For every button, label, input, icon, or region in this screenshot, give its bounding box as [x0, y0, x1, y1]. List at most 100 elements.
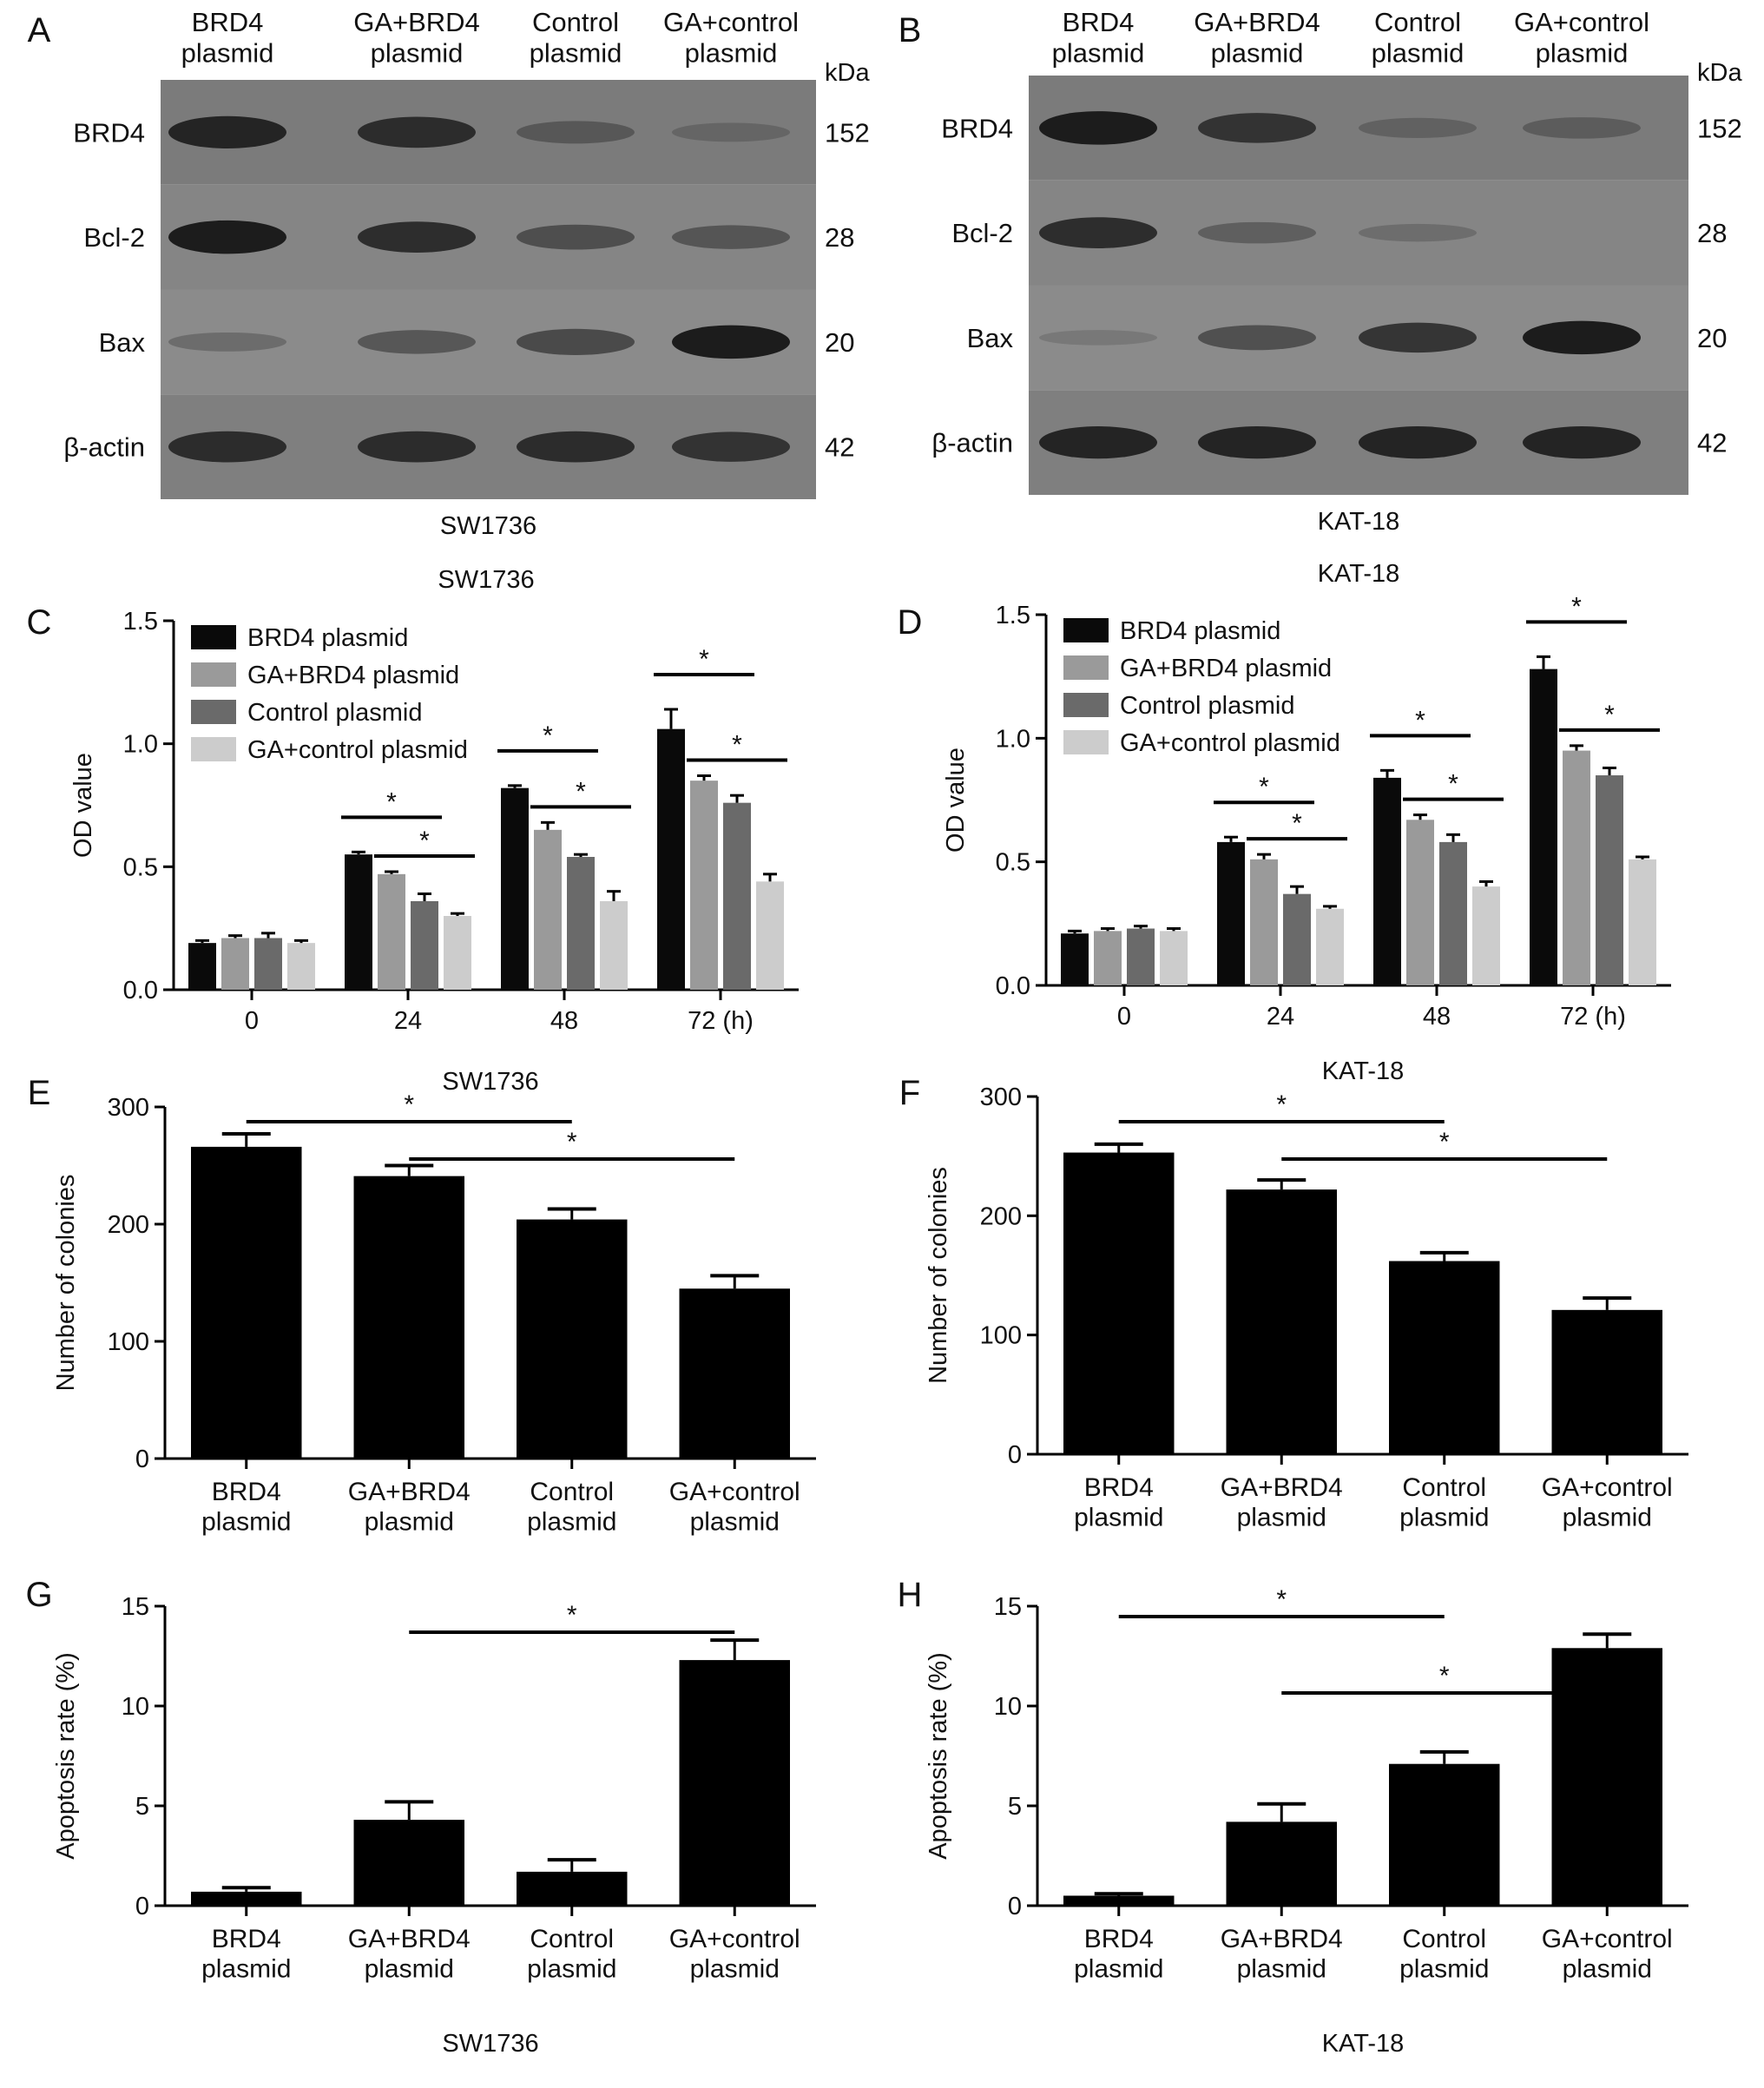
band — [168, 115, 286, 148]
significance-star: * — [567, 1128, 577, 1156]
y-axis-label: Number of colonies — [925, 1167, 952, 1384]
band — [1359, 426, 1477, 459]
bar — [1250, 859, 1278, 985]
bar — [1472, 886, 1500, 985]
protein-label: BRD4 — [941, 113, 1013, 143]
legend-label: GA+control plasmid — [1120, 729, 1340, 757]
chart-title: SW1736 — [442, 1068, 538, 1096]
x-tick-label: GA+control plasmid — [669, 1478, 800, 1537]
x-tick-label: GA+BRD4 plasmid — [348, 1925, 471, 1984]
x-tick-label-line: BRD4 — [212, 1925, 281, 1953]
significance-star: * — [404, 1090, 414, 1119]
significance-star: * — [699, 645, 709, 674]
kda-label: 152 — [1697, 113, 1742, 143]
bar — [1226, 1821, 1337, 1906]
blot-caption: SW1736 — [440, 512, 536, 540]
x-tick-label: GA+control plasmid — [1542, 1925, 1673, 1984]
x-tick-label-line: plasmid — [1563, 1955, 1652, 1984]
protein-label: β-actin — [63, 432, 145, 463]
bar — [1530, 669, 1557, 985]
lane-label: GA+BRD4 plasmid — [1194, 7, 1320, 69]
bar — [411, 901, 438, 990]
chart-panel-c: SW1736 0.0 0.5 1.0 1.5 OD value 0 24 48 72 (h) * * *… — [69, 566, 799, 1035]
protein-label: Bcl-2 — [83, 222, 145, 253]
significance-star: * — [1415, 706, 1425, 734]
bar — [353, 1176, 464, 1459]
bar — [1160, 931, 1188, 985]
band — [168, 220, 286, 254]
bar — [1563, 750, 1590, 985]
protein-label: β-actin — [931, 428, 1013, 458]
band — [1198, 113, 1316, 143]
lane-label: BRD4 plasmid — [1052, 7, 1145, 69]
y-tick-label: 1.5 — [123, 608, 158, 636]
bar — [501, 787, 529, 990]
bar — [1217, 841, 1245, 985]
kda-label: 42 — [1697, 428, 1727, 458]
lane-label-line: plasmid — [1211, 38, 1304, 69]
legend-swatch — [191, 625, 236, 649]
band — [358, 431, 476, 463]
bar — [657, 728, 685, 990]
bar — [690, 781, 718, 990]
x-tick-label-line: plasmid — [365, 1508, 454, 1537]
bar — [1063, 1895, 1175, 1906]
bar — [287, 943, 315, 990]
bar — [600, 901, 628, 990]
band — [672, 431, 790, 462]
lane-label-line: plasmid — [1372, 38, 1465, 69]
y-tick-label: 1.0 — [123, 731, 158, 759]
x-tick-label-line: Control — [1402, 1925, 1486, 1953]
x-tick-label-line: plasmid — [1074, 1504, 1163, 1532]
y-tick-label: 15 — [122, 1593, 149, 1621]
x-tick-label: BRD4 plasmid — [1074, 1925, 1163, 1984]
y-tick-label: 0 — [1008, 1441, 1022, 1469]
panel-letter-a: A — [28, 11, 51, 49]
x-tick-label-line: GA+control — [1542, 1473, 1673, 1502]
x-tick-label-line: GA+control — [669, 1478, 800, 1506]
bar — [1406, 820, 1434, 985]
lane-label: Control plasmid — [530, 7, 622, 69]
bar — [444, 916, 471, 990]
significance-star: * — [1439, 1128, 1450, 1156]
x-tick-label-line: plasmid — [1399, 1955, 1489, 1984]
kda-unit-label: kDa — [825, 59, 870, 87]
x-tick-label: 72 (h) — [688, 1007, 754, 1035]
y-tick-label: 0.0 — [996, 972, 1030, 1000]
lane-label: GA+control plasmid — [663, 7, 799, 69]
x-tick-label-line: BRD4 — [212, 1478, 281, 1506]
panel-letter-h: H — [898, 1576, 923, 1614]
bar — [1596, 775, 1623, 985]
legend-swatch — [1063, 655, 1109, 680]
significance-star: * — [1292, 809, 1302, 838]
x-tick-label: BRD4 plasmid — [201, 1478, 291, 1537]
y-tick-label: 5 — [1008, 1793, 1022, 1821]
band — [1359, 117, 1477, 138]
x-tick-label-line: Control — [1402, 1473, 1486, 1502]
bar — [254, 938, 282, 990]
lane-label-line: GA+BRD4 — [353, 7, 480, 37]
band — [1198, 325, 1316, 351]
bar — [1226, 1189, 1337, 1454]
protein-label: Bax — [99, 327, 146, 358]
significance-star: * — [1276, 1585, 1287, 1614]
lane-label-line: plasmid — [530, 38, 622, 69]
bar — [378, 873, 405, 990]
band — [672, 225, 790, 249]
lane-label-line: plasmid — [1052, 38, 1145, 69]
panel-letter-d: D — [898, 603, 923, 642]
x-tick-label-line: GA+BRD4 — [1221, 1473, 1343, 1502]
x-tick-label-line: GA+control — [1542, 1925, 1673, 1953]
x-tick-label-line: plasmid — [690, 1508, 780, 1537]
x-tick-label: 48 — [550, 1007, 578, 1035]
legend-swatch — [191, 737, 236, 761]
x-tick-label: GA+BRD4 plasmid — [1221, 1473, 1343, 1532]
bar — [1551, 1309, 1662, 1454]
x-tick-label-line: GA+BRD4 — [348, 1925, 471, 1953]
x-tick-label-line: plasmid — [201, 1955, 291, 1984]
bar — [1127, 928, 1155, 985]
bar — [1389, 1261, 1500, 1454]
bar — [567, 857, 595, 990]
x-tick-label-line: plasmid — [1074, 1955, 1163, 1984]
